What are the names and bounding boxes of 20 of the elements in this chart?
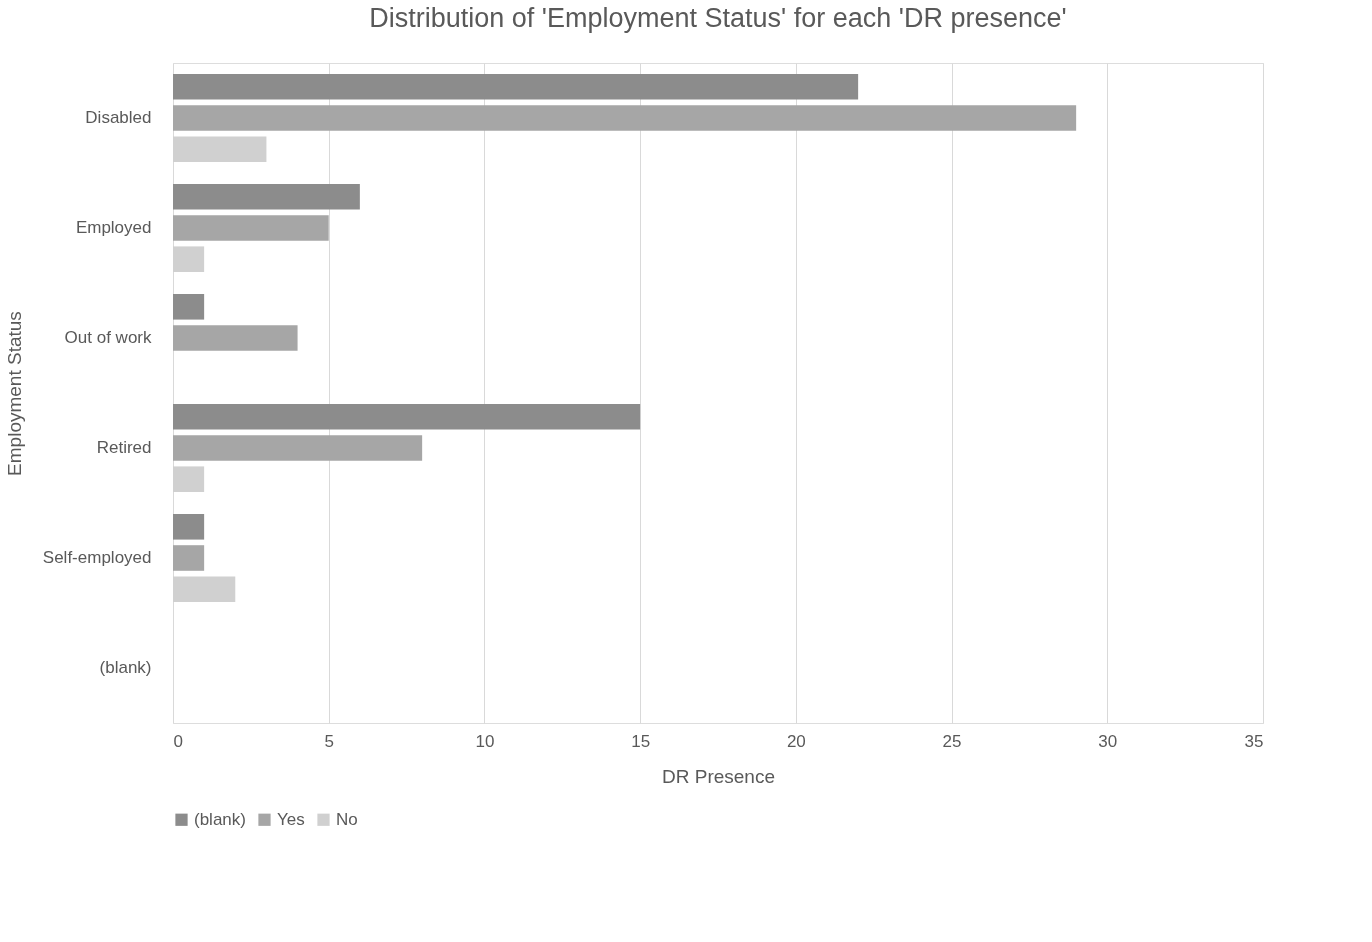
y-tick-label: Disabled bbox=[85, 108, 152, 127]
x-tick-label: 0 bbox=[173, 731, 183, 751]
x-tick-label: 25 bbox=[942, 731, 962, 751]
x-tick-label: 35 bbox=[1244, 731, 1264, 751]
x-tick-label: 20 bbox=[786, 731, 806, 751]
x-tick-label: 10 bbox=[475, 731, 495, 751]
chart-title: Distribution of 'Employment Status' for each 'DR presence' bbox=[369, 3, 1067, 33]
legend-label: No bbox=[336, 809, 358, 829]
y-tick-label: Employed bbox=[75, 218, 152, 237]
x-tick-label: 5 bbox=[324, 731, 334, 751]
y-axis-title: Employment Status bbox=[3, 311, 25, 476]
x-axis-title: DR Presence bbox=[662, 765, 775, 787]
y-tick-label: Self-employed bbox=[42, 548, 152, 567]
x-tick-label: 15 bbox=[631, 731, 651, 751]
y-tick-label: Out of work bbox=[64, 328, 152, 347]
y-tick-label: Retired bbox=[96, 438, 152, 457]
legend-label: (blank) bbox=[194, 809, 246, 829]
legend-label: Yes bbox=[277, 809, 305, 829]
x-tick-label: 30 bbox=[1098, 731, 1118, 751]
y-tick-label: (blank) bbox=[99, 658, 152, 677]
